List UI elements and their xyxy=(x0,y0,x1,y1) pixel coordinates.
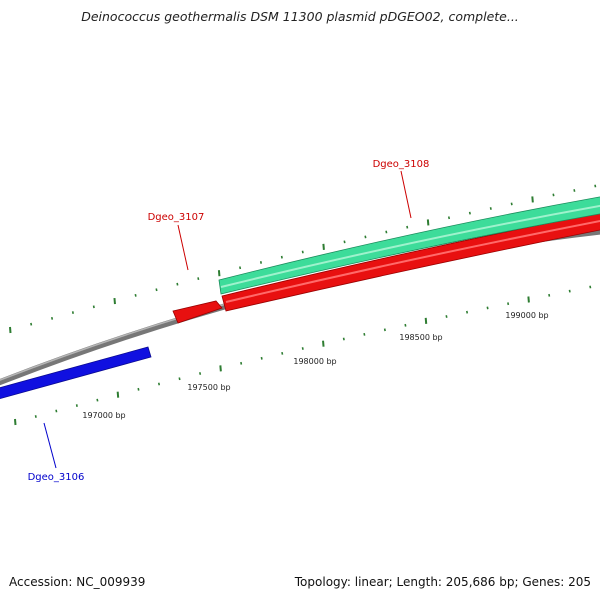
scale-tick xyxy=(406,225,409,229)
scale-tick xyxy=(239,266,242,270)
gene-dgeo-3108-highlight xyxy=(220,204,600,288)
scale-tick xyxy=(30,322,33,326)
scale-tick xyxy=(34,415,37,418)
scale-tick xyxy=(176,282,179,286)
scale-tick xyxy=(301,250,304,254)
scale-tick xyxy=(113,298,116,305)
scale-tick xyxy=(363,332,366,336)
scale-tick xyxy=(301,347,304,350)
scale-tick xyxy=(92,305,95,309)
scale-tick xyxy=(568,289,571,293)
gene-dgeo-3107-highlight xyxy=(225,219,600,303)
scale-tick xyxy=(157,382,161,386)
scale-tick xyxy=(322,340,325,347)
scale-tick xyxy=(573,189,576,192)
scale-tick xyxy=(364,235,367,239)
scale-tick xyxy=(342,337,345,341)
scale-tick xyxy=(197,277,200,281)
scale-tick xyxy=(527,296,530,303)
scale-tick xyxy=(280,255,283,259)
scale-tick xyxy=(75,404,78,407)
gene-dgeo-3106 xyxy=(0,346,152,400)
scale-tick xyxy=(199,372,202,375)
genome-summary-text: Topology: linear; Length: 205,686 bp; Ge… xyxy=(294,575,591,589)
gene-label-leader xyxy=(43,422,57,469)
scale-tick xyxy=(548,293,551,297)
scale-tick xyxy=(219,365,222,372)
scale-tick xyxy=(9,326,12,334)
tick-label: 197000 bp xyxy=(82,411,125,420)
scale-tick xyxy=(507,302,510,306)
scale-tick xyxy=(51,316,54,320)
gene-label: Dgeo_3107 xyxy=(148,212,205,223)
scale-tick xyxy=(426,219,430,226)
gene-dgeo-3107 xyxy=(221,212,600,312)
scale-tick xyxy=(343,240,346,244)
scale-tick xyxy=(445,315,448,318)
scale-tick xyxy=(404,323,407,327)
scale-tick xyxy=(486,306,489,310)
scale-tick xyxy=(134,293,137,297)
scale-tick xyxy=(155,288,158,292)
scale-tick xyxy=(240,361,243,365)
scale-tick xyxy=(116,391,120,398)
tick-label: 199000 bp xyxy=(505,311,548,320)
scale-tick xyxy=(96,398,99,402)
tick-label: 198500 bp xyxy=(399,333,442,342)
gene-dgeo-3107-segment-1 xyxy=(172,300,223,324)
scale-tick xyxy=(468,211,471,215)
tick-label: 197500 bp xyxy=(187,383,230,392)
scale-tick xyxy=(466,310,469,314)
map-title: Deinococcus geothermalis DSM 11300 plasm… xyxy=(81,9,519,24)
scale-tick xyxy=(447,216,451,220)
scale-tick xyxy=(259,261,262,264)
tick-label: 198000 bp xyxy=(293,357,336,366)
scale-tick xyxy=(589,285,592,289)
gene-label: Dgeo_3108 xyxy=(373,159,430,170)
scale-tick xyxy=(322,243,325,250)
scale-tick xyxy=(385,230,388,234)
scale-tick xyxy=(217,270,221,277)
scale-tick xyxy=(594,184,597,188)
scale-tick xyxy=(137,387,140,391)
scale-tick xyxy=(510,202,513,206)
gene-label-leader xyxy=(177,224,189,271)
scale-tick xyxy=(14,418,17,426)
scale-tick xyxy=(281,351,284,355)
scale-tick xyxy=(383,328,386,332)
gene-label-leader xyxy=(400,170,412,219)
scale-tick xyxy=(531,196,534,203)
gene-dgeo-3108 xyxy=(218,196,600,295)
accession-text: Accession: NC_009939 xyxy=(9,575,146,589)
scale-tick xyxy=(424,317,428,324)
scale-tick xyxy=(552,193,555,197)
scale-tick xyxy=(489,207,492,210)
scale-tick xyxy=(178,377,181,381)
gene-label: Dgeo_3106 xyxy=(28,472,85,483)
scale-tick xyxy=(55,409,58,413)
scale-tick xyxy=(260,356,263,360)
scale-tick xyxy=(71,311,74,314)
